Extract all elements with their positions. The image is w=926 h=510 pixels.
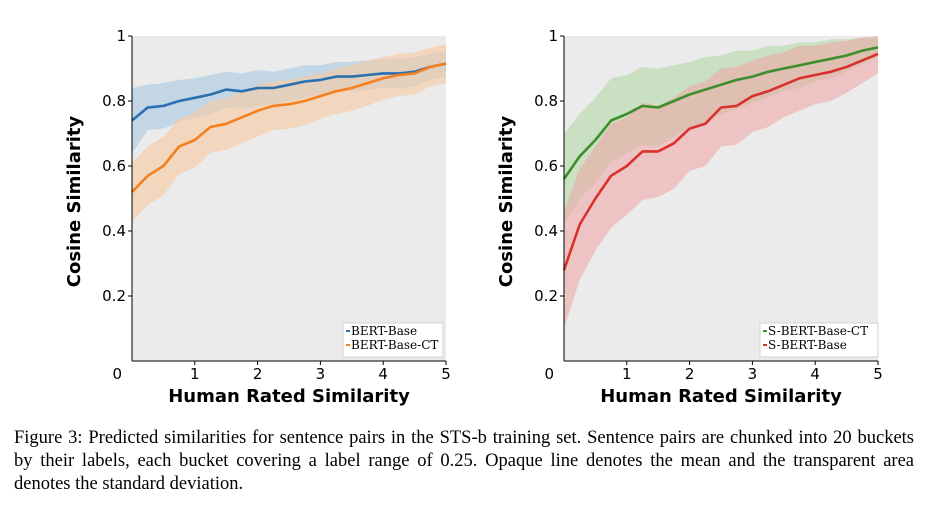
- y-axis-label: Cosine Similarity: [496, 115, 517, 287]
- y-tick-label: 0.4: [534, 222, 558, 240]
- chart-bert-base: 0 0.2 0.4 0.6 0.8 1 1 2 3 4 5 Human Rated Similarit…: [64, 27, 451, 407]
- x-tick-label: 2: [253, 365, 263, 383]
- x-tick-label: 5: [441, 365, 451, 383]
- figure-caption: Figure 3: Predicted similarities for sen…: [14, 428, 914, 494]
- legend: S-BERT-Base-CTS-BERT-Base: [759, 322, 879, 358]
- y-tick-label: 0.6: [534, 157, 558, 175]
- legend-entry: S-BERT-Base: [768, 338, 847, 352]
- std-band-2: [564, 36, 878, 329]
- y-tick-label: 1: [548, 27, 558, 45]
- legend-entry: BERT-Base-CT: [351, 338, 438, 352]
- y-tick-label: 0.2: [534, 287, 558, 305]
- y-axis-label: Cosine Similarity: [64, 115, 85, 287]
- y-tick-label: 0: [544, 365, 554, 383]
- x-tick-label: 1: [622, 365, 632, 383]
- mean-line-2: [131, 62, 447, 193]
- x-tick-label: 2: [685, 365, 695, 383]
- chart-sbert-base: 0 0.2 0.4 0.6 0.8 1 1 2 3 4 5 Human Rated Similarit…: [496, 27, 883, 407]
- y-tick-label: 0.8: [102, 92, 126, 110]
- y-tick-label: 0.2: [102, 287, 126, 305]
- x-tick-label: 4: [810, 365, 820, 383]
- mean-line-2: [562, 52, 879, 271]
- x-tick-label: 4: [378, 365, 388, 383]
- x-tick-label: 3: [748, 365, 758, 383]
- y-tick-label: 0: [112, 365, 122, 383]
- y-tick-label: 0.4: [102, 222, 126, 240]
- y-tick-label: 0.6: [102, 157, 126, 175]
- x-axis-label: Human Rated Similarity: [168, 386, 410, 407]
- legend-box: [759, 322, 879, 358]
- mean-line-1: [562, 46, 879, 180]
- legend-entry: BERT-Base: [351, 324, 417, 338]
- x-tick-label: 3: [316, 365, 326, 383]
- std-band-2: [132, 44, 446, 222]
- x-tick-label: 1: [190, 365, 200, 383]
- legend-box: [342, 322, 444, 358]
- mean-line-1: [131, 62, 447, 122]
- legend-entry: S-BERT-Base-CT: [768, 324, 868, 338]
- x-axis-label: Human Rated Similarity: [600, 386, 842, 407]
- y-tick-label: 0.8: [534, 92, 558, 110]
- x-tick-label: 5: [873, 365, 883, 383]
- y-tick-label: 1: [116, 27, 126, 45]
